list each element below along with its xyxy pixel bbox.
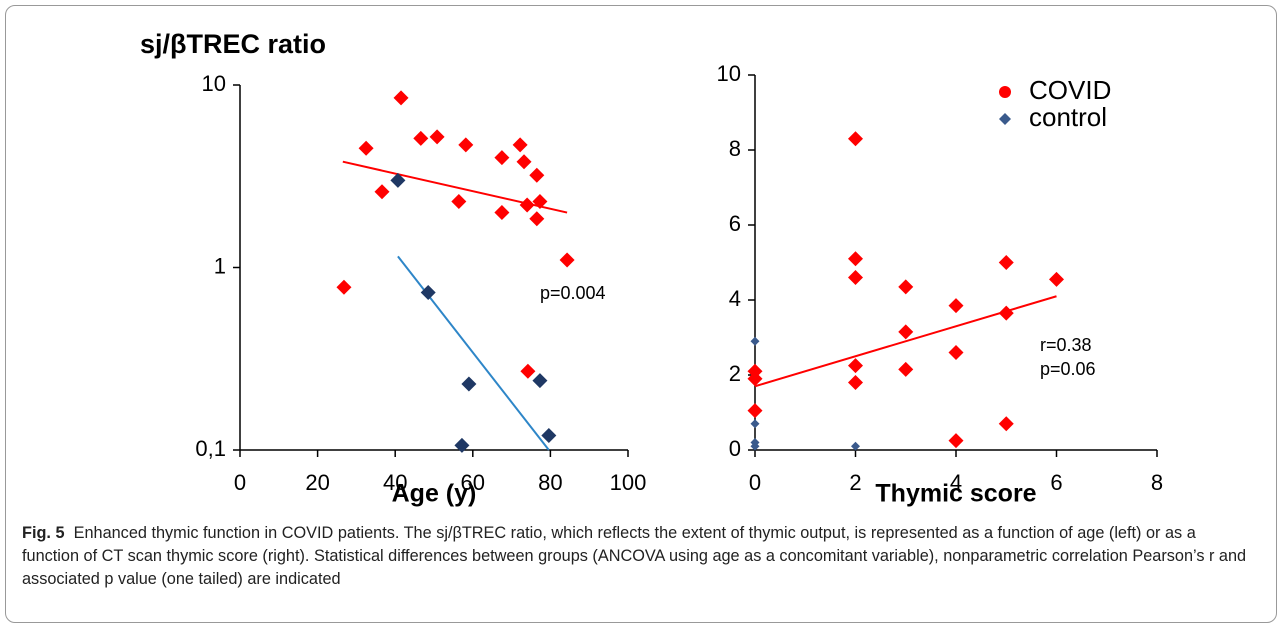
data-point: [948, 345, 964, 360]
annotation: p=0.004: [540, 283, 606, 303]
data-point: [413, 130, 429, 146]
x-tick-label: 0: [234, 470, 246, 495]
y-tick-label: 6: [729, 211, 741, 236]
data-point: [559, 252, 575, 268]
x-tick-label: 40: [383, 470, 407, 495]
annotation: p=0.06: [1040, 359, 1096, 379]
data-point: [461, 376, 477, 392]
data-point: [747, 403, 763, 419]
data-point: [898, 279, 914, 295]
y-tick-label: 10: [717, 61, 741, 86]
legend-label: control: [1029, 102, 1107, 132]
data-point: [848, 270, 863, 285]
data-point: [1049, 271, 1064, 287]
data-point: [998, 416, 1014, 432]
data-point: [451, 193, 467, 209]
data-point: [848, 131, 863, 147]
data-point: [948, 433, 964, 449]
legend-marker: [999, 86, 1011, 98]
data-point: [529, 167, 545, 183]
legend-marker: [999, 113, 1011, 125]
y-tick-label: 2: [729, 361, 741, 386]
data-point: [516, 154, 532, 170]
data-point: [848, 375, 863, 390]
x-tick-label: 20: [305, 470, 329, 495]
data-point: [848, 358, 863, 374]
y-tick-label: 0: [729, 436, 741, 461]
data-point: [429, 129, 445, 145]
x-axis-label: Thymic score: [875, 480, 1036, 508]
data-point: [336, 279, 352, 295]
x-tick-label: 8: [1151, 470, 1163, 495]
data-point: [898, 324, 914, 340]
x-tick-label: 2: [849, 470, 861, 495]
data-point: [998, 305, 1014, 321]
data-point: [374, 184, 390, 200]
x-tick-label: 4: [950, 470, 962, 495]
data-point: [458, 137, 474, 153]
data-point: [532, 373, 548, 389]
x-tick-label: 6: [1050, 470, 1062, 495]
x-tick-label: 0: [749, 470, 761, 495]
x-axis-label: Age (y): [392, 480, 477, 508]
data-point: [390, 172, 406, 188]
data-point: [948, 298, 964, 314]
data-point: [541, 428, 557, 444]
x-tick-label: 60: [461, 470, 485, 495]
data-point: [848, 251, 863, 267]
data-point: [998, 255, 1014, 270]
y-tick-label: 0,1: [195, 436, 226, 461]
data-point: [454, 437, 470, 453]
data-point: [851, 441, 860, 451]
caption-text: Enhanced thymic function in COVID patien…: [22, 524, 1247, 588]
x-tick-label: 80: [538, 470, 562, 495]
data-point: [512, 137, 528, 153]
data-point: [750, 441, 760, 451]
y-tick-label: 1: [214, 253, 226, 278]
data-point: [750, 336, 760, 346]
annotation: r=0.38: [1040, 335, 1092, 355]
caption: Fig. 5 Enhanced thymic function in COVID…: [22, 522, 1257, 591]
y-tick-label: 10: [202, 71, 226, 96]
data-point: [393, 90, 409, 106]
data-point: [494, 205, 510, 221]
data-point: [750, 419, 760, 429]
data-point: [747, 363, 763, 379]
data-point: [520, 363, 536, 379]
chart-title: sj/βTREC ratio: [140, 29, 326, 59]
data-point: [494, 150, 510, 166]
data-point: [898, 361, 914, 377]
data-point: [529, 211, 545, 227]
y-tick-label: 8: [729, 136, 741, 161]
caption-label: Fig. 5: [22, 524, 65, 542]
data-point: [420, 284, 436, 300]
data-point: [532, 193, 548, 209]
trend-line: [397, 255, 550, 451]
data-point: [519, 197, 535, 213]
x-tick-label: 100: [610, 470, 647, 495]
legend-label: COVID: [1029, 75, 1111, 105]
y-tick-label: 4: [729, 286, 741, 311]
data-point: [358, 140, 374, 156]
figure-frame: [5, 5, 1277, 623]
